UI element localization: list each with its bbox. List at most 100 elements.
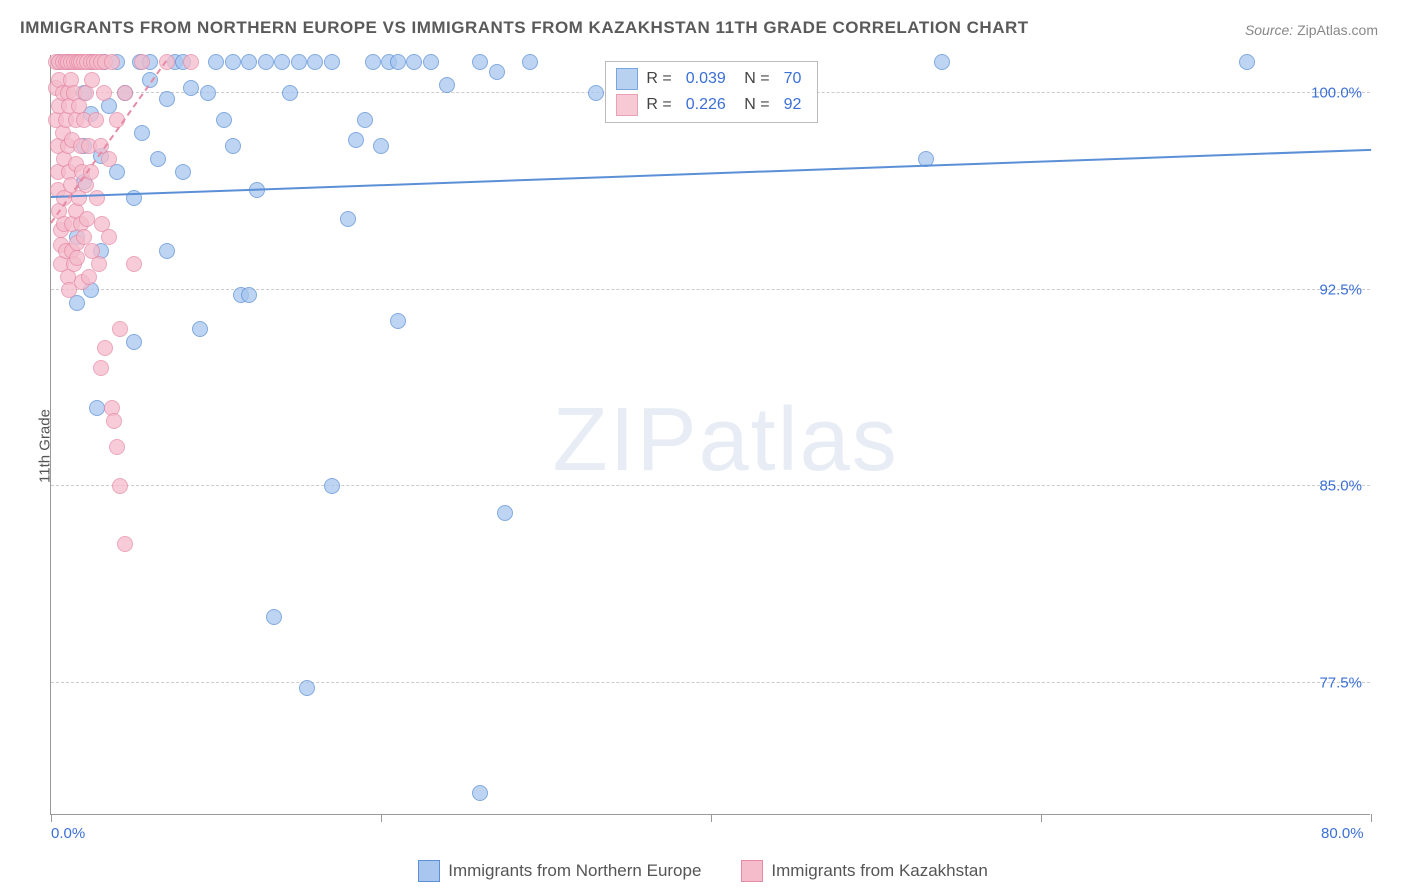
legend-bottom: Immigrants from Northern Europe Immigran… <box>0 860 1406 882</box>
x-tick <box>711 814 712 822</box>
legend-swatch-icon <box>616 94 638 116</box>
source-attribution: Source: ZipAtlas.com <box>1245 22 1378 38</box>
n-label: N = <box>740 96 770 114</box>
watermark-bold: ZIP <box>553 390 699 490</box>
trend-line <box>51 149 1371 198</box>
data-point <box>96 85 112 101</box>
gridline <box>51 485 1370 486</box>
data-point <box>299 680 315 696</box>
data-point <box>88 112 104 128</box>
data-point <box>126 334 142 350</box>
data-point <box>406 54 422 70</box>
data-point <box>588 85 604 101</box>
data-point <box>241 287 257 303</box>
data-point <box>109 439 125 455</box>
data-point <box>307 54 323 70</box>
scatter-plot-area: ZIPatlas 77.5%85.0%92.5%100.0%0.0%80.0%R… <box>50 55 1370 815</box>
data-point <box>69 250 85 266</box>
n-label: N = <box>740 70 770 88</box>
data-point <box>340 211 356 227</box>
legend-row: R = 0.039 N = 70 <box>616 66 807 92</box>
data-point <box>159 243 175 259</box>
data-point <box>134 54 150 70</box>
r-value: 0.226 <box>686 96 726 114</box>
r-label: R = <box>646 70 671 88</box>
data-point <box>934 54 950 70</box>
x-tick-label: 0.0% <box>51 825 85 842</box>
data-point <box>225 138 241 154</box>
legend-swatch-icon <box>418 860 440 882</box>
y-tick-label: 85.0% <box>1319 478 1362 495</box>
data-point <box>200 85 216 101</box>
data-point <box>489 64 505 80</box>
data-point <box>225 54 241 70</box>
data-point <box>106 413 122 429</box>
data-point <box>183 54 199 70</box>
y-tick-label: 77.5% <box>1319 674 1362 691</box>
n-value: 92 <box>784 96 802 114</box>
data-point <box>97 340 113 356</box>
data-point <box>101 151 117 167</box>
n-value: 70 <box>784 70 802 88</box>
x-tick <box>1371 814 1372 822</box>
data-point <box>324 54 340 70</box>
legend-correlation-box: R = 0.039 N = 70R = 0.226 N = 92 <box>605 61 818 123</box>
watermark: ZIPatlas <box>553 389 899 492</box>
x-tick <box>381 814 382 822</box>
data-point <box>423 54 439 70</box>
x-tick-label: 80.0% <box>1321 825 1364 842</box>
source-prefix: Source: <box>1245 22 1293 38</box>
data-point <box>258 54 274 70</box>
source-name: ZipAtlas.com <box>1297 22 1378 38</box>
data-point <box>93 360 109 376</box>
data-point <box>266 609 282 625</box>
y-tick-label: 92.5% <box>1319 281 1362 298</box>
data-point <box>324 478 340 494</box>
legend-swatch-icon <box>616 68 638 90</box>
data-point <box>89 400 105 416</box>
legend-swatch-icon <box>741 860 763 882</box>
data-point <box>192 321 208 337</box>
data-point <box>208 54 224 70</box>
data-point <box>81 269 97 285</box>
data-point <box>117 85 133 101</box>
data-point <box>175 164 191 180</box>
data-point <box>1239 54 1255 70</box>
data-point <box>89 190 105 206</box>
data-point <box>104 54 120 70</box>
y-tick-label: 100.0% <box>1311 85 1362 102</box>
data-point <box>497 505 513 521</box>
data-point <box>126 256 142 272</box>
data-point <box>183 80 199 96</box>
data-point <box>291 54 307 70</box>
data-point <box>390 54 406 70</box>
data-point <box>472 785 488 801</box>
chart-title: IMMIGRANTS FROM NORTHERN EUROPE VS IMMIG… <box>20 18 1029 38</box>
legend-item-northern-europe: Immigrants from Northern Europe <box>418 860 701 882</box>
data-point <box>357 112 373 128</box>
gridline <box>51 682 1370 683</box>
legend-row: R =0.226 N =92 <box>616 92 807 118</box>
data-point <box>439 77 455 93</box>
data-point <box>150 151 166 167</box>
data-point <box>101 229 117 245</box>
x-tick <box>1041 814 1042 822</box>
data-point <box>216 112 232 128</box>
data-point <box>241 54 257 70</box>
data-point <box>274 54 290 70</box>
data-point <box>522 54 538 70</box>
legend-label: Immigrants from Northern Europe <box>448 861 701 881</box>
data-point <box>117 536 133 552</box>
legend-label: Immigrants from Kazakhstan <box>771 861 987 881</box>
data-point <box>472 54 488 70</box>
legend-item-kazakhstan: Immigrants from Kazakhstan <box>741 860 987 882</box>
data-point <box>134 125 150 141</box>
watermark-thin: atlas <box>699 390 899 490</box>
data-point <box>373 138 389 154</box>
data-point <box>348 132 364 148</box>
data-point <box>84 72 100 88</box>
data-point <box>79 211 95 227</box>
data-point <box>91 256 107 272</box>
r-value: 0.039 <box>686 70 726 88</box>
data-point <box>159 91 175 107</box>
